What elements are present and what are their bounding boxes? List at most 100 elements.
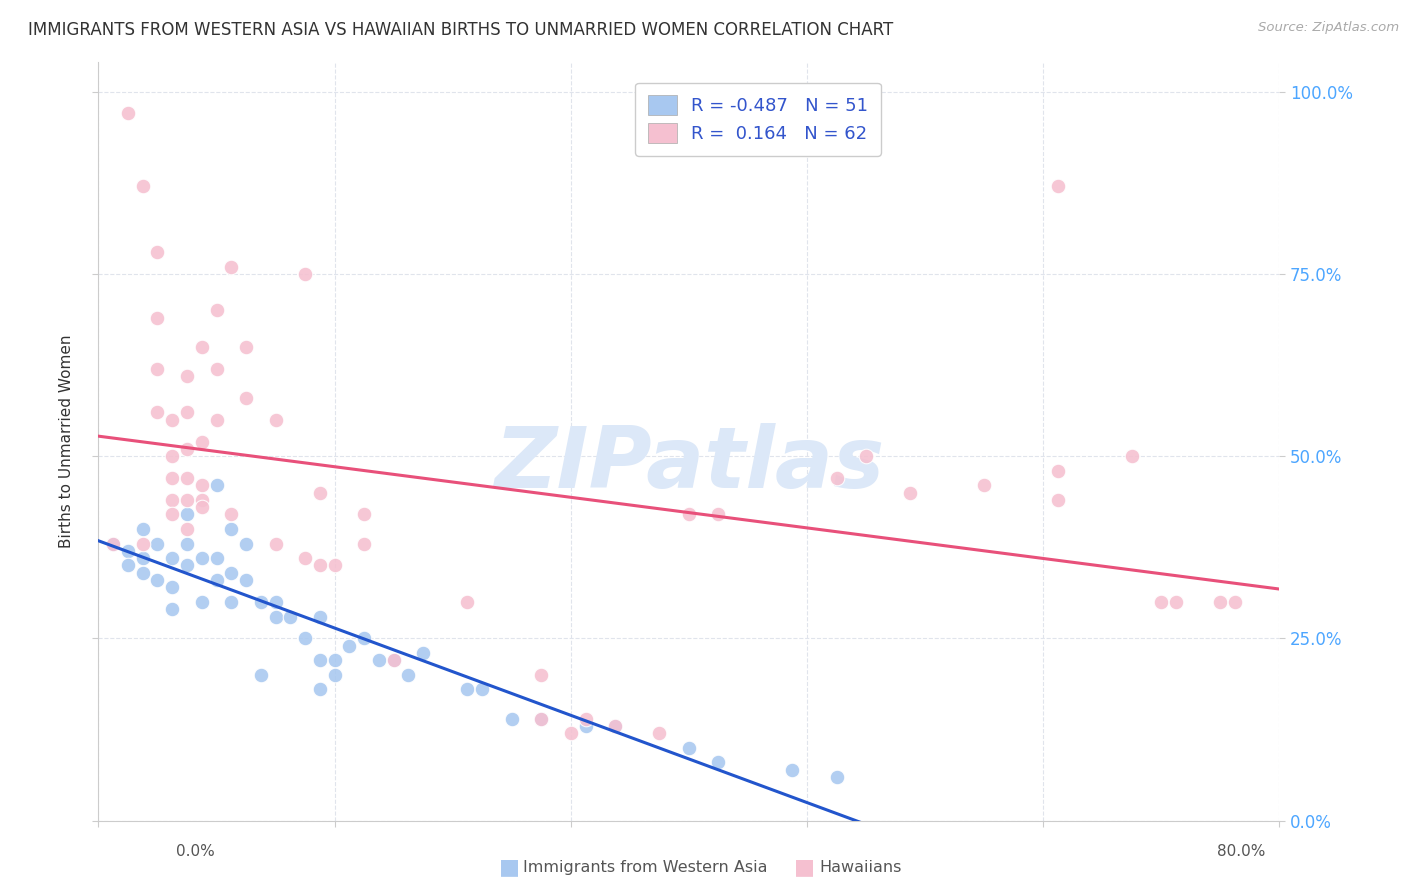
Point [132, 536, 155, 550]
Point [605, 719, 627, 733]
Point [132, 179, 155, 194]
Point [825, 770, 848, 784]
Text: ZIPatlas: ZIPatlas [494, 423, 884, 506]
Point [530, 668, 553, 682]
Point [176, 558, 198, 573]
Point [471, 682, 494, 697]
Point [235, 573, 257, 587]
Text: ■: ■ [499, 857, 520, 877]
Point [339, 639, 361, 653]
Point [176, 536, 198, 550]
Point [1225, 595, 1247, 609]
Point [294, 267, 316, 281]
Point [530, 712, 553, 726]
Point [221, 508, 243, 522]
Point [235, 391, 257, 405]
Point [176, 442, 198, 456]
Point [973, 478, 995, 492]
Point [323, 668, 346, 682]
Point [146, 573, 169, 587]
Point [309, 558, 332, 573]
Point [250, 595, 273, 609]
Point [707, 508, 730, 522]
Point [1046, 464, 1070, 478]
Point [117, 106, 139, 120]
Text: 80.0%: 80.0% [1218, 845, 1265, 859]
Point [146, 310, 169, 325]
Point [900, 485, 922, 500]
Point [1209, 595, 1232, 609]
Text: Source: ZipAtlas.com: Source: ZipAtlas.com [1258, 21, 1399, 34]
Point [1166, 595, 1188, 609]
Point [678, 508, 700, 522]
Point [132, 566, 155, 580]
Point [191, 551, 214, 566]
Point [132, 522, 155, 536]
Point [264, 609, 287, 624]
Point [575, 712, 598, 726]
Point [146, 536, 169, 550]
Point [176, 405, 198, 419]
Point [162, 551, 183, 566]
Point [162, 449, 183, 463]
Point [323, 558, 346, 573]
Point [678, 740, 700, 755]
Point [1121, 449, 1143, 463]
Point [382, 653, 405, 667]
Point [575, 719, 598, 733]
Point [309, 609, 332, 624]
Point [191, 434, 214, 449]
Point [309, 485, 332, 500]
Point [382, 653, 405, 667]
Point [707, 756, 730, 770]
Point [398, 668, 420, 682]
Point [264, 536, 287, 550]
Point [205, 361, 228, 376]
Point [782, 763, 804, 777]
Point [221, 260, 243, 274]
Point [162, 580, 183, 594]
Point [825, 471, 848, 485]
Point [176, 508, 198, 522]
Point [412, 646, 434, 660]
Text: IMMIGRANTS FROM WESTERN ASIA VS HAWAIIAN BIRTHS TO UNMARRIED WOMEN CORRELATION C: IMMIGRANTS FROM WESTERN ASIA VS HAWAIIAN… [28, 21, 893, 38]
Point [176, 471, 198, 485]
Point [205, 573, 228, 587]
Point [162, 412, 183, 426]
Point [855, 449, 877, 463]
Point [309, 653, 332, 667]
Point [294, 632, 316, 646]
Point [117, 558, 139, 573]
Point [146, 244, 169, 259]
Point [235, 340, 257, 354]
Point [309, 682, 332, 697]
Point [1150, 595, 1173, 609]
Point [353, 632, 375, 646]
Point [264, 595, 287, 609]
Legend: R = -0.487   N = 51, R =  0.164   N = 62: R = -0.487 N = 51, R = 0.164 N = 62 [636, 83, 880, 156]
Text: 0.0%: 0.0% [176, 845, 215, 859]
Point [162, 508, 183, 522]
Point [205, 412, 228, 426]
Point [1046, 179, 1070, 194]
Point [530, 712, 553, 726]
Point [323, 653, 346, 667]
Point [103, 536, 125, 550]
Point [353, 508, 375, 522]
Point [162, 492, 183, 507]
Point [368, 653, 391, 667]
Point [353, 536, 375, 550]
Point [146, 405, 169, 419]
Point [103, 536, 125, 550]
Text: Immigrants from Western Asia: Immigrants from Western Asia [523, 860, 768, 874]
Point [264, 412, 287, 426]
Point [280, 609, 302, 624]
Point [605, 719, 627, 733]
Point [176, 368, 198, 383]
Point [176, 492, 198, 507]
Point [176, 522, 198, 536]
Point [205, 303, 228, 318]
Point [205, 551, 228, 566]
Point [501, 712, 523, 726]
Point [457, 595, 479, 609]
